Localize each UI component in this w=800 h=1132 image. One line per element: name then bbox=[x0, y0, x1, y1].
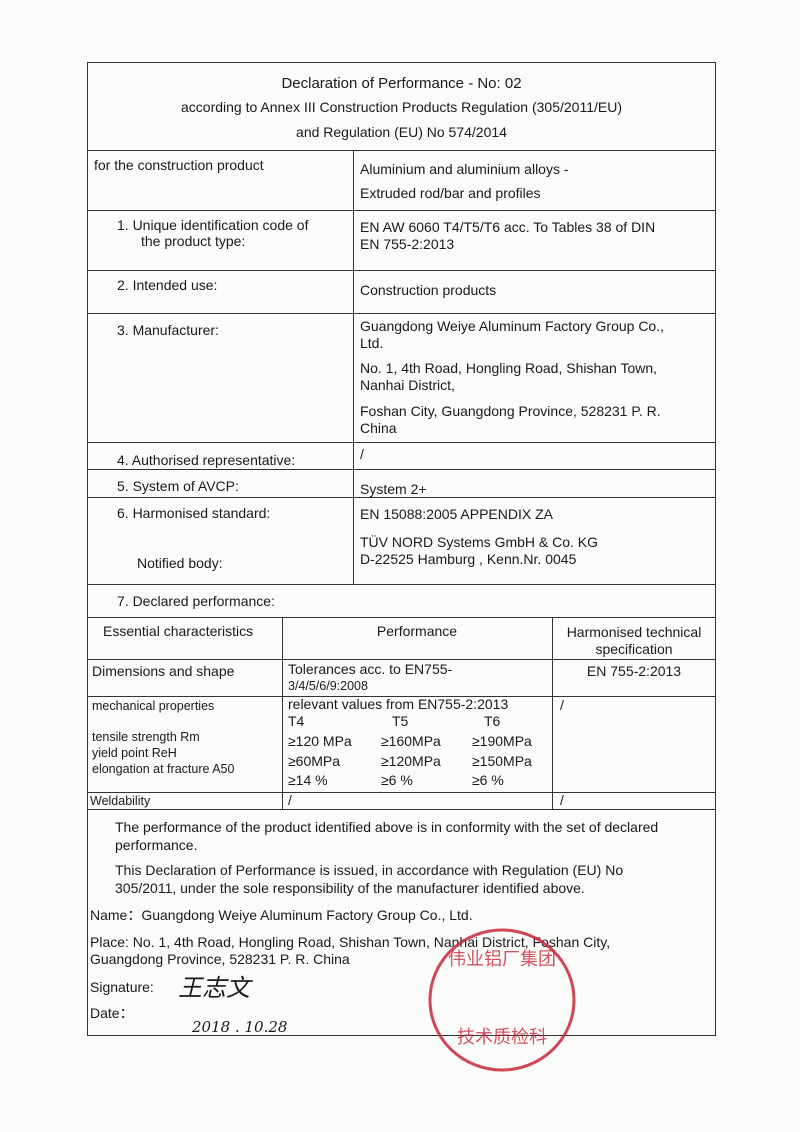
row-5-label: 5. System of AVCP: bbox=[117, 478, 239, 494]
doc-subtitle: according to Annex III Construction Prod… bbox=[181, 99, 622, 115]
row-1-label: 1. Unique identification code of bbox=[117, 217, 309, 233]
issued-statement-2: 305/2011, under the sole responsibility … bbox=[115, 880, 585, 896]
row-3-value-5: Foshan City, Guangdong Province, 528231 … bbox=[360, 403, 661, 419]
mechanical-perf: relevant values from EN755-2:2013 bbox=[288, 696, 509, 712]
product-value: Aluminium and aluminium alloys - bbox=[360, 161, 569, 177]
signature: 王志文 bbox=[178, 974, 250, 1002]
row-3-label: 3. Manufacturer: bbox=[117, 322, 219, 338]
date-label: Date： bbox=[90, 1005, 134, 1021]
dimensions-spec: EN 755-2:2013 bbox=[586, 663, 682, 679]
value-cell: ≥60MPa bbox=[288, 753, 341, 769]
value-cell: ≥150MPa bbox=[472, 753, 532, 769]
row-1-value: EN AW 6060 T4/T5/T6 acc. To Tables 38 of… bbox=[360, 219, 656, 235]
weldability-spec: / bbox=[560, 792, 564, 808]
temper-t5: T5 bbox=[392, 713, 409, 729]
prop-elongation: elongation at fracture A50 bbox=[92, 762, 235, 776]
row-3-value-6: China bbox=[360, 420, 397, 436]
document-frame bbox=[87, 62, 716, 1036]
prop-yield: yield point ReH bbox=[92, 746, 177, 760]
dimensions-char: Dimensions and shape bbox=[92, 663, 235, 679]
row-4-label: 4. Authorised representative: bbox=[117, 452, 296, 468]
row-5-value: System 2+ bbox=[360, 481, 427, 497]
place-2: Guangdong Province, 528231 P. R. China bbox=[90, 951, 350, 967]
value-cell: ≥160MPa bbox=[381, 733, 441, 749]
weldability-perf: / bbox=[288, 792, 292, 808]
temper-t4: T4 bbox=[288, 713, 305, 729]
row-6-value: EN 15088:2005 APPENDIX ZA bbox=[360, 506, 553, 522]
notified-body-value-2: D-22525 Hamburg , Kenn.Nr. 0045 bbox=[360, 551, 577, 567]
date-value: 2018 . 10.28 bbox=[192, 1018, 288, 1036]
col-header-characteristics: Essential characteristics bbox=[103, 623, 254, 639]
mechanical-spec: / bbox=[560, 697, 564, 713]
value-cell: ≥120 MPa bbox=[288, 733, 352, 749]
company-stamp: 伟业铝厂集团 技术质检科 bbox=[428, 928, 576, 1072]
conformity-statement: The performance of the product identifie… bbox=[115, 819, 659, 835]
doc-title: Declaration of Performance - No: 02 bbox=[281, 75, 522, 92]
place: Place: No. 1, 4th Road, Hongling Road, S… bbox=[90, 934, 611, 950]
row-4-value: / bbox=[360, 446, 364, 462]
issued-statement: This Declaration of Performance is issue… bbox=[115, 862, 624, 878]
value-cell: ≥14 % bbox=[288, 772, 328, 788]
svg-text:伟业铝厂集团: 伟业铝厂集团 bbox=[448, 949, 556, 970]
row-2-value: Construction products bbox=[360, 282, 497, 298]
mechanical-char: mechanical properties bbox=[92, 699, 215, 713]
dimensions-perf-2: 3/4/5/6/9:2008 bbox=[288, 679, 368, 693]
col-header-spec: Harmonised technical bbox=[566, 624, 702, 640]
row-1-value-2: EN 755-2:2013 bbox=[360, 236, 455, 252]
row-3-value-2: Ltd. bbox=[360, 335, 384, 351]
doc-subtitle-2: and Regulation (EU) No 574/2014 bbox=[296, 124, 507, 140]
row-3-value: Guangdong Weiye Aluminum Factory Group C… bbox=[360, 318, 665, 334]
svg-text:技术质检科: 技术质检科 bbox=[457, 1027, 547, 1048]
row-3-value-3: No. 1, 4th Road, Hongling Road, Shishan … bbox=[360, 360, 658, 376]
weldability-char: Weldability bbox=[90, 794, 151, 808]
declared-performance-title: 7. Declared performance: bbox=[117, 593, 275, 609]
col-header-performance: Performance bbox=[376, 623, 458, 639]
row-1-label-2: the product type: bbox=[141, 233, 246, 249]
manufacturer-name: Name：Guangdong Weiye Aluminum Factory Gr… bbox=[90, 907, 473, 923]
value-cell: ≥190MPa bbox=[472, 733, 532, 749]
product-label: for the construction product bbox=[94, 157, 264, 173]
row-2-label: 2. Intended use: bbox=[117, 277, 218, 293]
col-header-spec-2: specification bbox=[595, 641, 673, 657]
notified-body-label: Notified body: bbox=[137, 555, 223, 571]
signature-label: Signature: bbox=[90, 979, 154, 995]
dimensions-perf: Tolerances acc. to EN755- bbox=[288, 661, 453, 677]
prop-tensile: tensile strength Rm bbox=[92, 730, 200, 744]
value-cell: ≥120MPa bbox=[381, 753, 441, 769]
temper-t6: T6 bbox=[484, 713, 501, 729]
conformity-statement-2: performance. bbox=[115, 837, 198, 853]
notified-body-value: TÜV NORD Systems GmbH & Co. KG bbox=[360, 534, 599, 550]
product-value-2: Extruded rod/bar and profiles bbox=[360, 185, 541, 201]
value-cell: ≥6 % bbox=[381, 772, 413, 788]
row-6-label: 6. Harmonised standard: bbox=[117, 505, 271, 521]
value-cell: ≥6 % bbox=[472, 772, 504, 788]
row-3-value-4: Nanhai District, bbox=[360, 377, 455, 393]
